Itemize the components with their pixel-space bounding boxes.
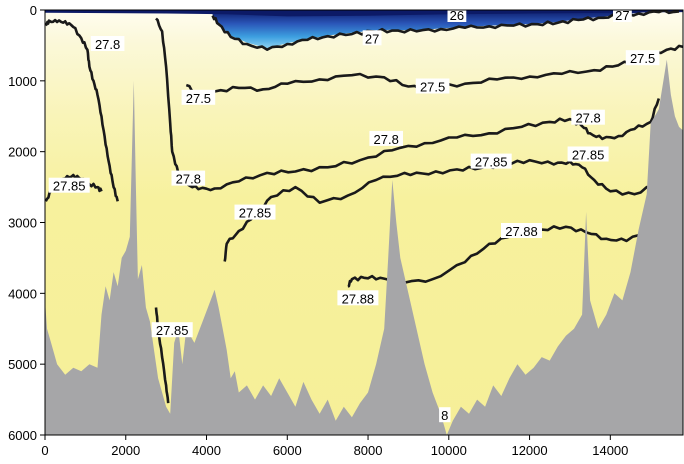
x-tick-label: 4000 — [192, 443, 221, 458]
y-tick-label: 0 — [30, 3, 37, 18]
contour-label: 27.85 — [470, 153, 512, 170]
contour-line-27-8 — [45, 18, 119, 202]
contour-lines — [45, 10, 683, 404]
contour-label-background — [48, 177, 90, 193]
contour-label: 27 — [613, 8, 632, 23]
x-tick-label: 2000 — [111, 443, 140, 458]
contour-label-text: 8 — [441, 408, 448, 423]
contour-label-text: 27.8 — [95, 37, 120, 52]
contour-label: 27.8 — [571, 109, 605, 126]
contour-label-text: 27.88 — [505, 224, 538, 239]
contour-label-background — [337, 290, 379, 306]
surface-low-density-layer — [212, 10, 683, 49]
contour-label-text: 27.85 — [53, 179, 86, 194]
contour-line-27 — [211, 10, 680, 51]
contour-label: 27.5 — [625, 50, 660, 66]
contour-label: 27.5 — [415, 78, 450, 95]
x-tick-label: 10000 — [431, 443, 467, 458]
contour-line-27-88 — [347, 200, 676, 288]
contour-label-text: 27.5 — [420, 80, 445, 95]
contour-label: 27 — [362, 30, 382, 46]
x-tick-label: 6000 — [273, 443, 302, 458]
contour-label-text: 26 — [450, 8, 464, 23]
contour-label-background — [151, 322, 193, 338]
contour-label: 27.88 — [337, 290, 379, 306]
x-tick-label: 8000 — [354, 443, 383, 458]
contour-label-background — [613, 10, 632, 22]
plot-area: 26 27 27 27.5 27.8 27.5 27.5 27.8 27.8 27.85 27.85… — [45, 8, 683, 435]
contour-label: 27.8 — [171, 170, 206, 187]
contour-label: 27.8 — [369, 130, 403, 147]
contour-label-text: 27.8 — [374, 132, 399, 147]
contour-label-background — [439, 407, 451, 423]
contour-label: 26 — [447, 8, 467, 23]
contour-label-background — [415, 78, 450, 94]
contour-label-text: 27 — [365, 31, 379, 46]
y-tick-label: 4000 — [8, 286, 37, 301]
y-tick-label: 2000 — [8, 145, 37, 160]
contour-label-text: 27.85 — [239, 206, 272, 221]
contour-label: 27.5 — [181, 89, 216, 106]
surface-dark-layer — [45, 10, 683, 17]
contour-label-text: 27.88 — [342, 291, 375, 306]
x-tick-label: 0 — [41, 443, 48, 458]
x-tick-label: 12000 — [511, 443, 547, 458]
contour-label-text: 27 — [615, 8, 629, 23]
contour-label-text: 27.8 — [176, 172, 201, 187]
x-tick-label: 14000 — [592, 443, 628, 458]
contour-label: 27.85 — [567, 146, 609, 163]
contour-label-background — [625, 50, 660, 66]
contour-label-text: 27.85 — [156, 323, 189, 338]
y-axis: 0 1000 2000 3000 4000 5000 6000 — [8, 3, 45, 443]
contour-label-text: 27.85 — [572, 148, 605, 163]
contour-labels: 26 27 27 27.5 27.8 27.5 27.5 27.8 27.8 27.85 27.85… — [48, 8, 660, 423]
contour-label: 27.8 — [90, 36, 125, 52]
y-tick-label: 6000 — [8, 428, 37, 443]
contour-label: 8 — [439, 407, 451, 423]
contour-label-text: 27.85 — [475, 155, 508, 170]
y-tick-label: 5000 — [8, 357, 37, 372]
contour-label-background — [234, 204, 276, 220]
contour-line-27-8 — [155, 17, 661, 192]
y-tick-label: 3000 — [8, 216, 37, 231]
x-axis: 0 2000 4000 6000 8000 10000 12000 14000 — [41, 435, 628, 458]
contour-line-27-85 — [223, 158, 672, 262]
contour-label-text: 27.5 — [630, 51, 655, 66]
contour-label: 27.88 — [501, 223, 542, 239]
contour-label-background — [470, 153, 512, 169]
contour-label-background — [362, 30, 382, 46]
contour-label-background — [171, 170, 206, 186]
contour-label: 27.85 — [151, 322, 193, 338]
contour-label-background — [369, 130, 403, 146]
y-tick-label: 1000 — [8, 74, 37, 89]
contour-label: 27.85 — [48, 177, 90, 194]
contour-label-background — [447, 10, 467, 22]
contour-label-text: 27.5 — [186, 91, 211, 106]
contour-label-background — [567, 146, 609, 162]
contour-label: 27.85 — [234, 204, 276, 221]
contour-label-background — [90, 36, 125, 51]
bathymetry-seafloor — [45, 59, 683, 435]
contour-label-text: 27.8 — [575, 111, 600, 126]
contour-label-background — [181, 89, 216, 105]
contour-label-background — [501, 223, 542, 238]
contour-label-background — [571, 109, 605, 125]
